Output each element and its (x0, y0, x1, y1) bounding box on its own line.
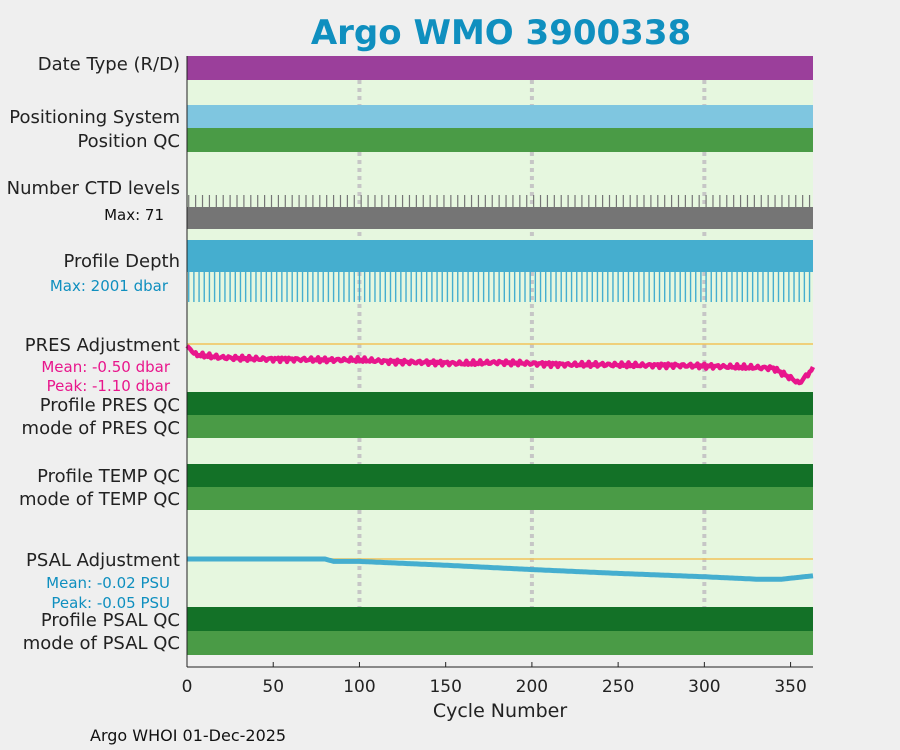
mode-pres-qc-band (187, 415, 813, 438)
label-position-qc: Position QC (77, 131, 180, 152)
panel-bg-2 (187, 438, 813, 464)
psal-adjustment-line (186, 556, 814, 582)
psal-peak-stat: Peak: -0.05 PSU (51, 594, 170, 612)
label-profile-depth: Profile Depth (63, 251, 180, 272)
profile-depth-max-stat: Max: 2001 dbar (50, 277, 169, 295)
label-positioning-system: Positioning System (9, 107, 180, 128)
label-date-type: Date Type (R/D) (38, 54, 180, 75)
label-ctd-levels: Number CTD levels (7, 178, 180, 199)
profile-temp-qc-band (187, 464, 813, 487)
x-axis: 0 50 100 150 200 250 300 350 Cycle Number (182, 56, 813, 722)
x-tick-label: 200 (516, 677, 548, 697)
x-axis-label: Cycle Number (433, 700, 567, 722)
pres-adjustment-line (185, 344, 816, 386)
footer-credit: Argo WHOI 01-Dec-2025 (90, 726, 286, 745)
x-tick-label: 0 (182, 677, 193, 697)
label-profile-temp-qc: Profile TEMP QC (37, 466, 180, 487)
qc-bands (187, 56, 813, 655)
mode-psal-qc-band (187, 631, 813, 655)
x-tick-label: 100 (343, 677, 375, 697)
date-type-band (187, 56, 813, 80)
label-mode-pres-qc: mode of PRES QC (22, 418, 180, 439)
positioning-system-band (187, 105, 813, 128)
ctd-levels-max-stat: Max: 71 (104, 206, 164, 224)
x-tick-label: 350 (774, 677, 806, 697)
x-tick-label: 250 (602, 677, 634, 697)
pres-peak-stat: Peak: -1.10 dbar (47, 377, 171, 395)
row-labels: Date Type (R/D) Positioning System Positio… (7, 54, 180, 654)
label-profile-psal-qc: Profile PSAL QC (41, 610, 180, 631)
ctd-levels-block (187, 207, 813, 229)
mode-temp-qc-band (187, 487, 813, 510)
label-mode-temp-qc: mode of TEMP QC (19, 489, 180, 510)
chart-title: Argo WMO 3900338 (311, 13, 691, 53)
profile-pres-qc-band (187, 392, 813, 415)
pres-mean-stat: Mean: -0.50 dbar (41, 358, 171, 376)
panel-bg-0 (187, 80, 813, 105)
x-tick-label: 50 (262, 677, 284, 697)
label-psal-adjustment: PSAL Adjustment (26, 550, 180, 571)
label-mode-psal-qc: mode of PSAL QC (23, 633, 180, 654)
label-profile-pres-qc: Profile PRES QC (40, 395, 180, 416)
position-qc-band (187, 128, 813, 152)
data-marks (185, 195, 816, 582)
x-tick-label: 300 (688, 677, 720, 697)
psal-mean-stat: Mean: -0.02 PSU (46, 574, 170, 592)
label-pres-adjustment: PRES Adjustment (25, 335, 180, 356)
x-tick-label: 150 (429, 677, 461, 697)
profile-psal-qc-band (187, 607, 813, 631)
profile-depth-block (187, 240, 813, 271)
